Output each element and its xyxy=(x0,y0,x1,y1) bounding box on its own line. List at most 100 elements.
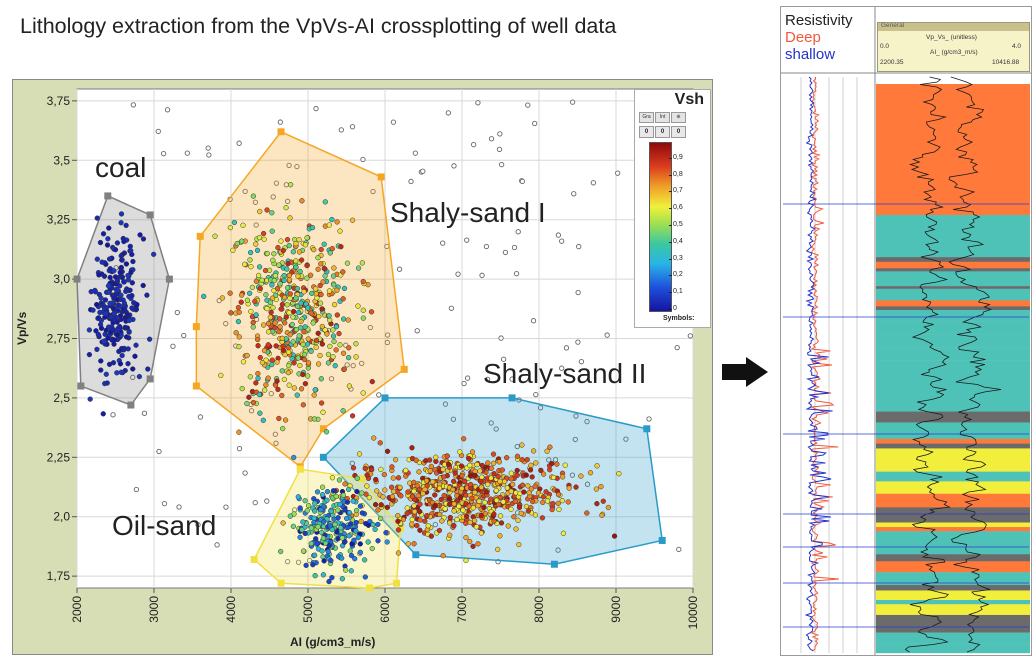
data-point xyxy=(384,448,391,454)
data-point xyxy=(102,297,109,303)
data-point xyxy=(353,354,359,360)
crossplot-panel: 2000 3000 4000 5000 6000 7000 8000 9000 10000 1,7… xyxy=(12,79,713,655)
data-point xyxy=(544,448,550,454)
data-point xyxy=(604,332,610,338)
data-point xyxy=(273,440,279,446)
data-point xyxy=(571,191,577,197)
data-point xyxy=(255,343,261,349)
data-point xyxy=(348,568,354,574)
data-point xyxy=(321,519,327,525)
scale-button-3[interactable]: 0 xyxy=(671,126,686,138)
data-point xyxy=(128,269,134,276)
data-point xyxy=(511,514,517,520)
data-point xyxy=(497,131,503,137)
lock-icon[interactable]: ⊕ xyxy=(671,112,686,123)
data-point xyxy=(125,361,131,367)
data-point xyxy=(674,344,680,351)
data-point xyxy=(438,496,444,503)
data-point xyxy=(344,499,351,505)
data-point xyxy=(331,338,337,345)
data-point xyxy=(395,527,402,533)
data-point xyxy=(123,334,130,340)
data-point xyxy=(137,232,143,238)
data-point xyxy=(505,523,511,529)
right-arrow-icon xyxy=(722,357,768,387)
data-point xyxy=(474,461,480,468)
gra-button[interactable]: Gra xyxy=(639,112,654,123)
data-point xyxy=(263,357,269,363)
data-point xyxy=(111,305,117,312)
int-button[interactable]: Int xyxy=(655,112,670,123)
data-point xyxy=(176,504,182,510)
data-point xyxy=(388,484,395,490)
data-point xyxy=(279,392,285,399)
data-point xyxy=(117,323,123,330)
data-point xyxy=(111,295,117,301)
scale-button-1[interactable]: 0 xyxy=(639,126,654,138)
lithology-band xyxy=(876,643,1030,654)
deep-resistivity-curve xyxy=(808,76,839,652)
lithology-band xyxy=(876,288,1030,301)
data-point xyxy=(250,399,257,406)
data-point xyxy=(494,546,501,553)
y-tick-label: 2,0 xyxy=(53,510,70,524)
data-point xyxy=(276,328,282,335)
data-point xyxy=(279,368,285,374)
data-point xyxy=(297,362,303,369)
colorbar-tick-label: 0,6 xyxy=(669,204,683,212)
data-point xyxy=(518,510,524,516)
data-point xyxy=(164,107,171,113)
data-point xyxy=(349,124,356,130)
data-point xyxy=(390,119,397,125)
data-point xyxy=(281,376,288,383)
data-point xyxy=(304,235,310,241)
data-point xyxy=(390,475,396,481)
data-point xyxy=(318,291,324,298)
data-point xyxy=(317,300,324,306)
data-point xyxy=(136,373,143,380)
data-point xyxy=(218,372,224,379)
data-point xyxy=(348,552,355,559)
data-point xyxy=(304,275,310,281)
data-point xyxy=(345,355,352,361)
shallow-label: shallow xyxy=(785,46,836,63)
data-point xyxy=(515,517,521,524)
page-title: Lithology extraction from the VpVs-AI cr… xyxy=(20,14,617,38)
data-point xyxy=(368,309,375,315)
curve1-min: 0.0 xyxy=(880,43,890,50)
data-point xyxy=(264,305,270,312)
lithology-band xyxy=(876,448,1030,461)
data-point xyxy=(300,519,306,525)
well-log-tracks xyxy=(781,7,1031,655)
data-point xyxy=(451,523,457,529)
data-point xyxy=(355,534,361,541)
data-point xyxy=(482,499,488,506)
data-point xyxy=(432,521,439,528)
data-point xyxy=(236,140,242,146)
data-point xyxy=(549,506,555,513)
data-point xyxy=(317,282,323,289)
data-point xyxy=(457,449,463,455)
data-point xyxy=(103,327,109,333)
data-point xyxy=(340,296,346,302)
data-point xyxy=(390,488,397,495)
data-point xyxy=(276,415,282,422)
data-point xyxy=(107,274,113,281)
data-point xyxy=(250,193,257,199)
data-point xyxy=(497,513,504,519)
data-point xyxy=(504,455,510,461)
data-point xyxy=(308,525,315,531)
data-point xyxy=(318,507,324,513)
data-point xyxy=(356,451,363,457)
data-point xyxy=(304,262,310,269)
scale-button-2[interactable]: 0 xyxy=(655,126,670,138)
data-point xyxy=(425,523,431,529)
data-point xyxy=(355,265,362,271)
data-point xyxy=(459,485,465,492)
data-point xyxy=(260,230,267,237)
colorbar-tick-label: 0,5 xyxy=(669,221,683,228)
data-point xyxy=(293,264,299,270)
data-point xyxy=(100,231,107,237)
data-point xyxy=(325,548,331,555)
data-point xyxy=(111,337,118,343)
